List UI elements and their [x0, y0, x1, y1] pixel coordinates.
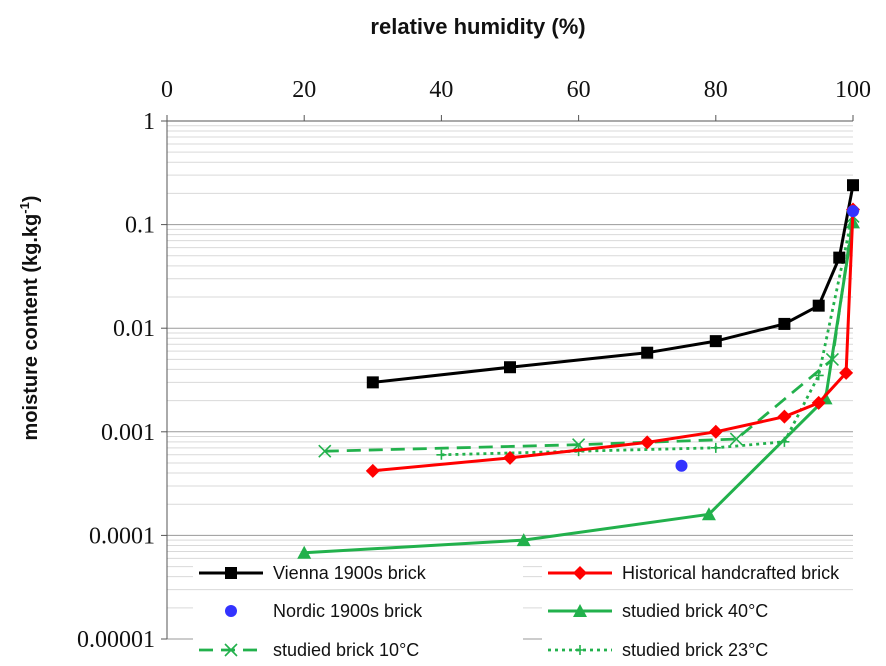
- legend-marker: [575, 645, 585, 655]
- data-point: [710, 442, 721, 453]
- y-axis-label-base: moisture content (kg.kg: [20, 214, 42, 441]
- data-point: [708, 424, 723, 439]
- legend-marker: [225, 567, 237, 579]
- y-tick-label: 0.001: [101, 420, 155, 446]
- data-point: [504, 361, 516, 374]
- data-point: [813, 370, 824, 381]
- axes: 1 0.1 0.01 0.001 0.0001 0.00001 0 20 40 60 80 100: [77, 77, 871, 653]
- x-tick-label: 80: [704, 77, 728, 103]
- data-point: [777, 409, 792, 424]
- y-tick-label: 0.0001: [89, 523, 155, 549]
- series-line: [372, 184, 855, 384]
- y-tick-label: 0.1: [125, 213, 155, 239]
- legend-marker: [573, 566, 587, 580]
- data-point: [365, 463, 380, 478]
- legend-item: Historical handcrafted brick: [542, 560, 872, 586]
- x-tick-label: 60: [567, 77, 591, 103]
- data-point: [297, 545, 312, 559]
- legend-item: Nordic 1900s brick: [193, 598, 523, 624]
- y-axis-label-superscript: -1: [17, 202, 32, 214]
- y-tick-label: 0.01: [113, 316, 155, 342]
- legend-item-background: [193, 598, 523, 624]
- y-tick-label: 0.00001: [77, 627, 155, 653]
- legend-label: studied brick 40°C: [622, 601, 768, 621]
- legend-item: studied brick 23°C: [542, 637, 872, 663]
- legend-marker: [225, 605, 237, 617]
- x-tick-label: 40: [429, 77, 453, 103]
- data-point: [675, 459, 688, 472]
- data-point: [701, 507, 716, 521]
- series-vienna-1900s-brick: [366, 179, 859, 389]
- legend-label: studied brick 10°C: [273, 640, 419, 660]
- legend-item: Vienna 1900s brick: [193, 560, 523, 586]
- data-point: [436, 449, 447, 460]
- series-line: [372, 209, 855, 473]
- x-tick-label: 20: [292, 77, 316, 103]
- data-point: [778, 317, 791, 330]
- x-tick-label: 0: [161, 77, 173, 103]
- legend-marker: [224, 643, 238, 657]
- legend-label: Vienna 1900s brick: [273, 563, 427, 583]
- data-point: [833, 251, 846, 264]
- data-point: [729, 432, 743, 446]
- data-point: [516, 533, 531, 547]
- data-point: [641, 346, 654, 359]
- legend-label: studied brick 23°C: [622, 640, 768, 660]
- data-point: [839, 365, 854, 380]
- series-studied-brick-40-c: [297, 215, 860, 559]
- x-tick-label: 100: [835, 77, 871, 103]
- y-axis-label: moisture content (kg.kg-1): [17, 196, 42, 441]
- legend: Vienna 1900s brick Historical handcrafted…: [193, 560, 872, 663]
- legend-label: Historical handcrafted brick: [622, 563, 840, 583]
- series-layer: [297, 179, 860, 559]
- y-tick-label: 1: [143, 109, 155, 135]
- data-point: [709, 335, 722, 348]
- data-point: [640, 435, 655, 450]
- data-point: [366, 376, 379, 389]
- legend-marker: [573, 604, 587, 617]
- data-point: [812, 299, 825, 312]
- data-point: [847, 205, 859, 218]
- data-point: [811, 395, 826, 410]
- data-point: [847, 179, 859, 192]
- y-axis-label-close: ): [20, 196, 42, 203]
- legend-label: Nordic 1900s brick: [273, 601, 423, 621]
- series-nordic-1900s-brick: [675, 205, 859, 472]
- legend-item: studied brick 40°C: [542, 598, 872, 624]
- data-point: [503, 450, 517, 465]
- data-point: [318, 444, 332, 458]
- legend-item: studied brick 10°C: [193, 637, 523, 663]
- chart-title: relative humidity (%): [370, 14, 585, 39]
- series-historical-handcrafted-brick: [365, 202, 860, 478]
